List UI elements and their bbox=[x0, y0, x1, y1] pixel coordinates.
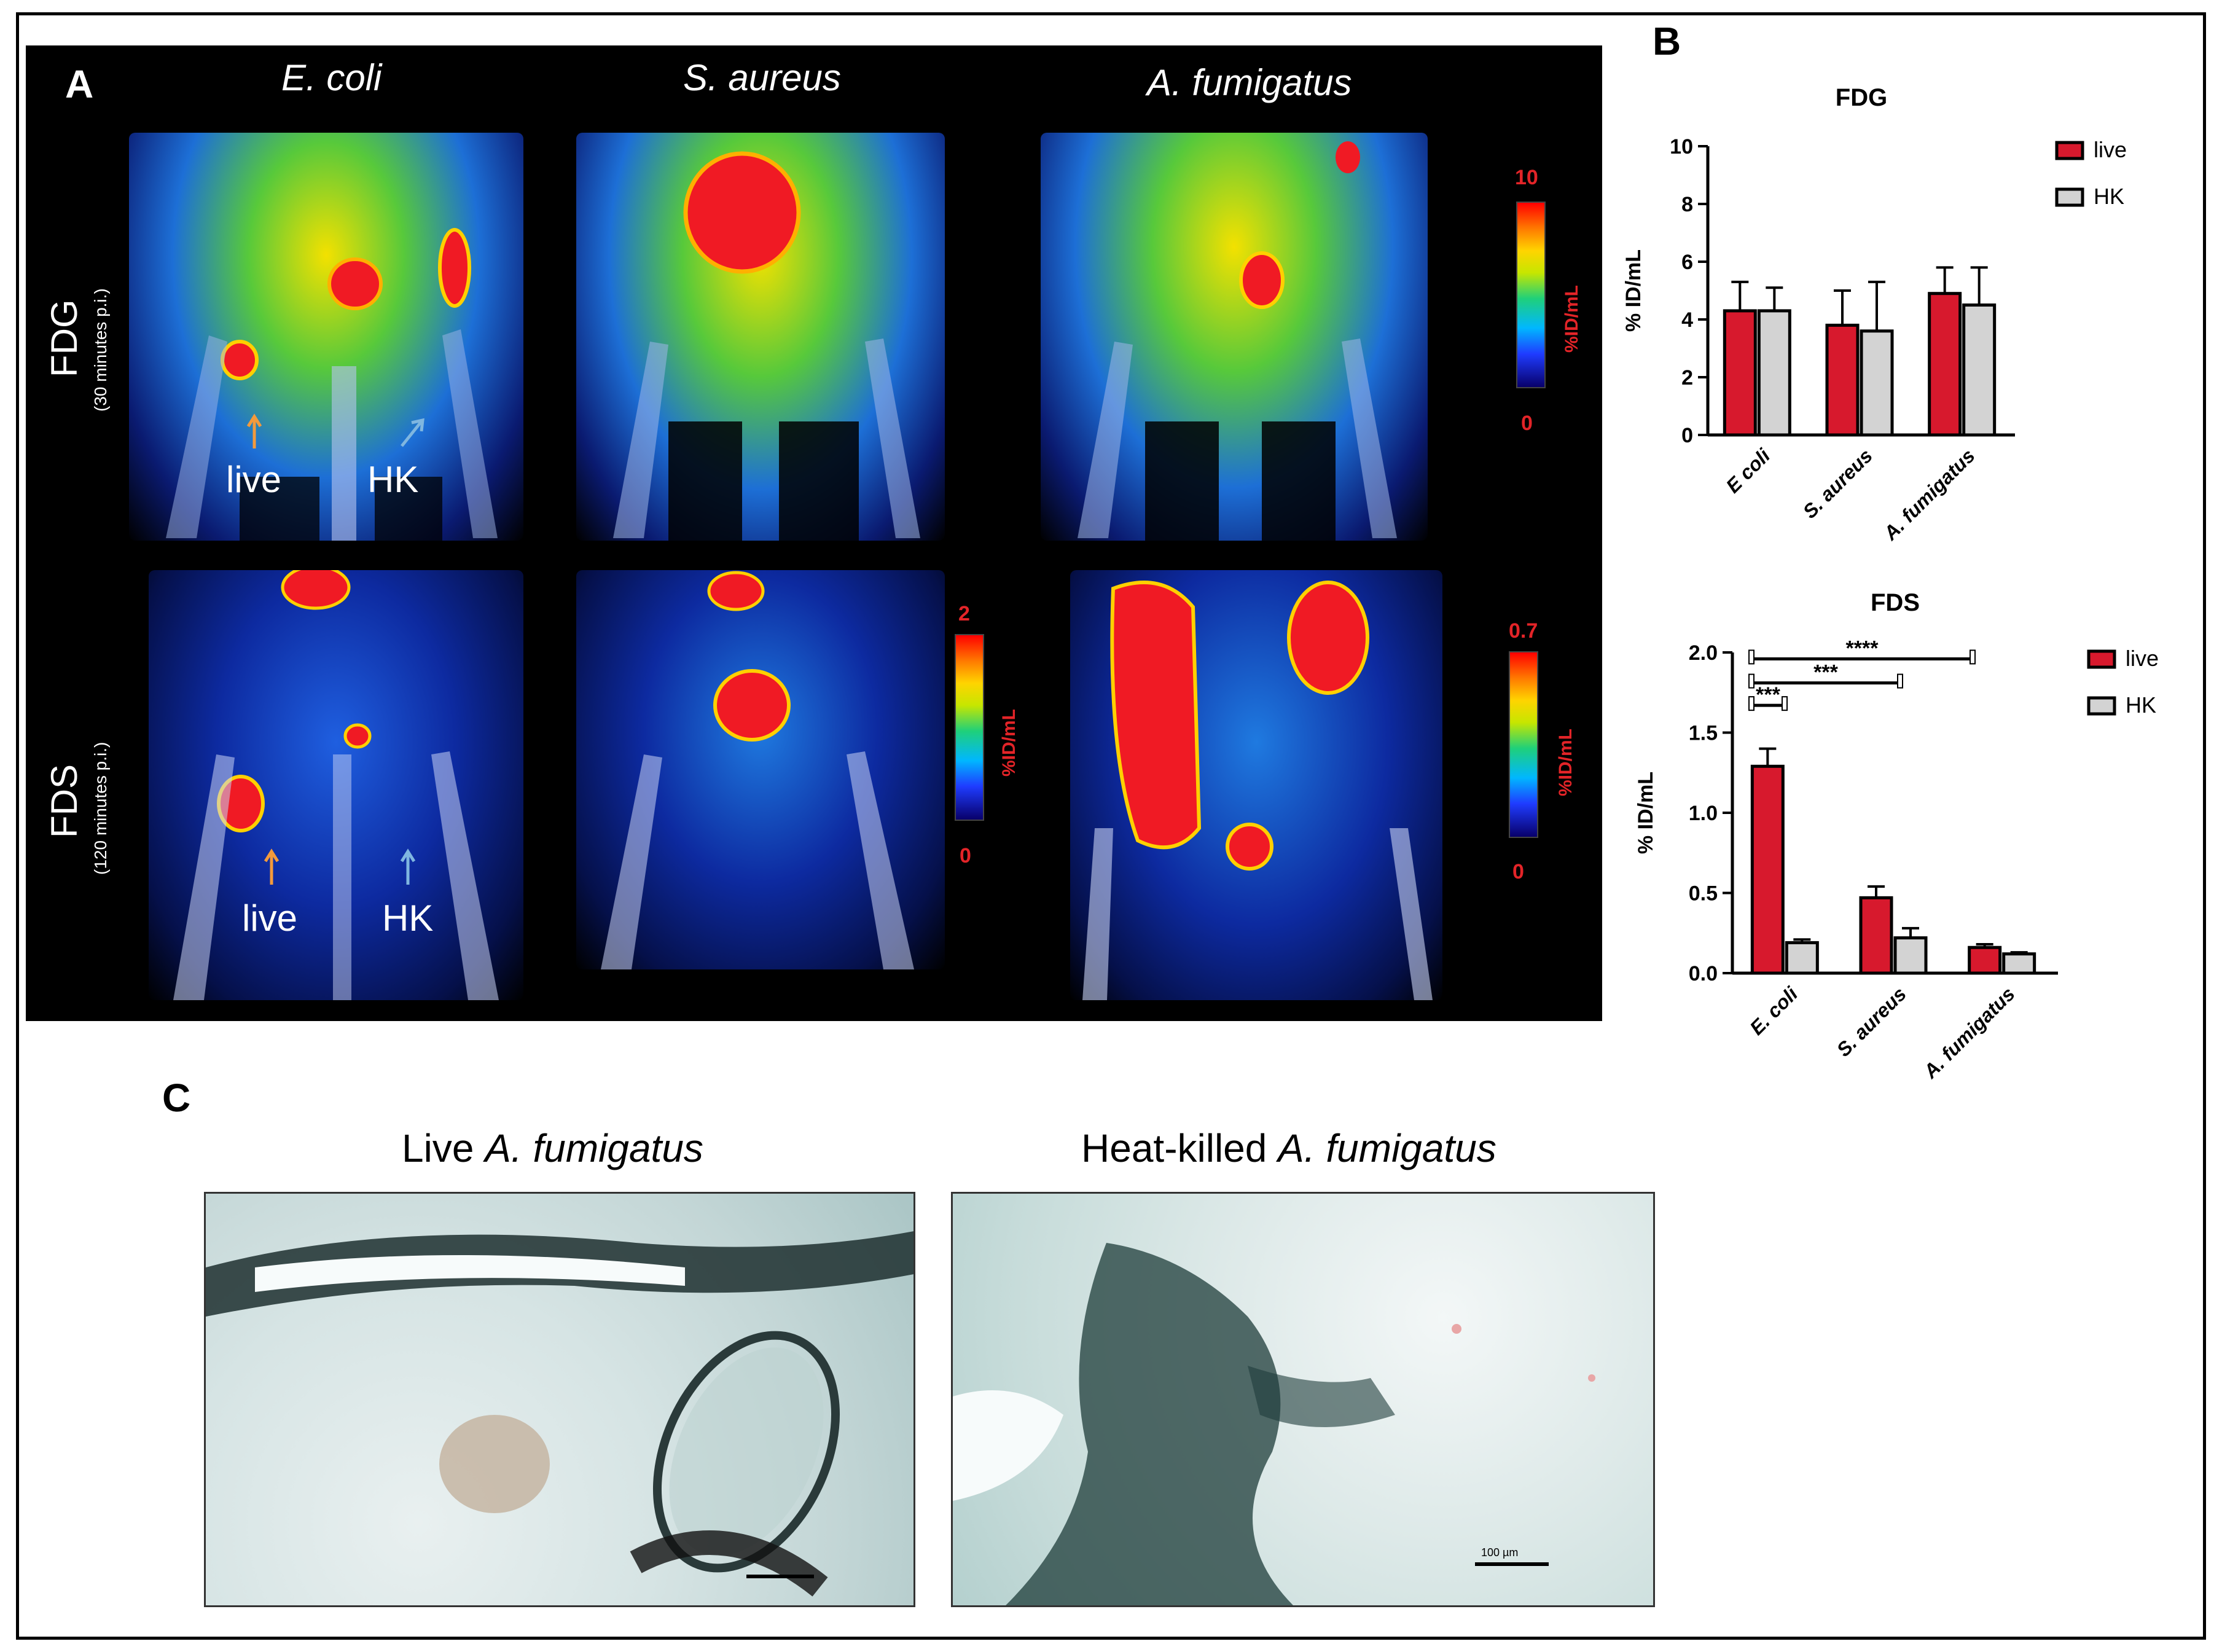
organism-label-ecoli: E. coli bbox=[281, 57, 382, 98]
label-live-fdg: live bbox=[226, 459, 282, 500]
chart1-ytick-label: 6 bbox=[1681, 251, 1693, 274]
panel-a-pet-images: A E. coli S. aureus A. fumigatus FDG (30… bbox=[26, 45, 1602, 1021]
histology-image-live bbox=[204, 1192, 915, 1607]
label-hk-fdg: HK bbox=[367, 459, 419, 500]
colorbar-fdg-max: 10 bbox=[1515, 166, 1538, 189]
pet-image-fdg-saureus bbox=[576, 133, 945, 541]
chart2-xtick-label: A. fumigatus bbox=[1919, 982, 2019, 1082]
chart2-legend-swatch-hk bbox=[2087, 696, 2116, 716]
title-hk-italic: A. fumigatus bbox=[1278, 1126, 1496, 1170]
chart2-ytick-label: 2.0 bbox=[1689, 641, 1718, 665]
colorbar-fds-afumigatus-unit: %ID/mL bbox=[1555, 728, 1576, 796]
chart2-significance-label: *** bbox=[1756, 683, 1780, 707]
chart2-ytick-label: 0.0 bbox=[1689, 962, 1718, 985]
chart1-bar-hk bbox=[1860, 329, 1894, 437]
colorbar-fdg bbox=[1516, 202, 1546, 388]
histology-image-hk: 100 µm bbox=[951, 1192, 1655, 1607]
scale-bar-label: 100 µm bbox=[1481, 1546, 1518, 1559]
chart2-bracket-cap bbox=[1897, 673, 1903, 689]
title-live-histology: Live A. fumigatus bbox=[402, 1125, 703, 1171]
chart1-legend-swatch-hk bbox=[2055, 187, 2084, 207]
chart2-bar-live bbox=[1968, 945, 2002, 975]
chart2-xtick-label: E. coli bbox=[1745, 982, 1802, 1039]
panel-b-letter: B bbox=[1653, 19, 1681, 63]
colorbar-fds-saureus bbox=[955, 634, 984, 821]
colorbar-fdg-min: 0 bbox=[1521, 412, 1533, 435]
chart1-xtick-label: A. fumigatus bbox=[1879, 444, 1979, 544]
title-live-italic: A. fumigatus bbox=[485, 1126, 703, 1170]
chart2-xtick-label: S. aureus bbox=[1833, 982, 1911, 1060]
chart2-ytick-label: 0.5 bbox=[1689, 882, 1718, 906]
chart1-xtick-label: E coli bbox=[1721, 444, 1775, 498]
chart2-bar-live bbox=[1859, 896, 1893, 975]
colorbar-fds-saureus-min: 0 bbox=[960, 844, 971, 867]
chart1-ytick-label: 2 bbox=[1681, 366, 1693, 390]
chart1-bar-live bbox=[1825, 323, 1860, 437]
arrow-overlay bbox=[246, 413, 424, 885]
chart1-bar-live bbox=[1928, 292, 1962, 437]
title-hk-histology: Heat-killed A. fumigatus bbox=[1081, 1125, 1496, 1171]
chart2-bracket-cap bbox=[1748, 696, 1755, 711]
pet-image-fds-saureus bbox=[576, 570, 945, 969]
chart1-legend-label-live: live bbox=[2094, 137, 2127, 162]
chart1-ylabel: % ID/mL bbox=[1622, 249, 1645, 332]
chart2-legend-label-hk: HK bbox=[2126, 692, 2156, 718]
label-live-fds: live bbox=[242, 898, 298, 939]
chart1-bar-live bbox=[1723, 309, 1757, 437]
chart2-significance-label: *** bbox=[1813, 661, 1838, 684]
colorbar-fds-afumigatus bbox=[1509, 651, 1538, 838]
chart1-bar-hk bbox=[1757, 309, 1791, 437]
chart2-ytick-label: 1.0 bbox=[1689, 802, 1718, 825]
chart1-ytick-label: 0 bbox=[1681, 424, 1693, 447]
chart2-bar-hk bbox=[1785, 941, 1819, 975]
chart2-legend-swatch-live bbox=[2087, 649, 2116, 669]
chart1-bar-hk bbox=[1962, 303, 1997, 437]
chart2-bracket-cap bbox=[1782, 696, 1788, 711]
organism-label-saureus: S. aureus bbox=[683, 57, 841, 98]
chart2-ytick-label: 1.5 bbox=[1689, 722, 1718, 745]
label-hk-fds: HK bbox=[382, 898, 434, 939]
chart1-ytick-label: 8 bbox=[1681, 193, 1693, 216]
chart2-significance-label: **** bbox=[1846, 636, 1879, 660]
chart1-ytick-label: 4 bbox=[1681, 308, 1693, 332]
chart1-legend-label-hk: HK bbox=[2094, 184, 2124, 209]
pet-image-fds-afumigatus bbox=[1070, 570, 1442, 1000]
colorbar-fds-saureus-unit: %ID/mL bbox=[999, 708, 1019, 777]
chart-fds: FDS 0.0 0.5 1.0 1.5 2.0 % ID/mL E. coli S. aureu… bbox=[1634, 589, 2159, 1083]
pet-image-fdg-afumigatus bbox=[1041, 133, 1428, 541]
chart2-bracket-cap bbox=[1970, 649, 1976, 665]
panel-a-letter: A bbox=[65, 62, 94, 106]
chart2-bracket-cap bbox=[1748, 673, 1755, 689]
figure-frame bbox=[16, 12, 2206, 1640]
chart2-ylabel: % ID/mL bbox=[1634, 772, 1657, 854]
chart2-title: FDS bbox=[1871, 589, 1920, 616]
chart2-bracket-cap bbox=[1748, 649, 1755, 665]
panel-c-letter: C bbox=[162, 1076, 191, 1120]
chart2-bar-hk bbox=[2002, 952, 2036, 975]
chart2-bar-live bbox=[1750, 764, 1785, 975]
colorbar-fds-afumigatus-min: 0 bbox=[1512, 860, 1524, 883]
title-hk-plain: Heat-killed bbox=[1081, 1126, 1278, 1170]
pet-image-fds-ecoli bbox=[149, 570, 523, 1000]
chart-fdg: FDG 0 2 4 6 8 10 % ID/mL E coli S. aureus A. fumig… bbox=[1622, 84, 2127, 545]
chart2-bar-hk bbox=[1893, 936, 1928, 975]
chart1-ytick-label: 10 bbox=[1670, 135, 1693, 159]
pet-image-fdg-ecoli bbox=[129, 133, 523, 541]
chart1-xtick-label: S. aureus bbox=[1799, 444, 1877, 522]
chart1-legend-swatch-live bbox=[2055, 141, 2084, 160]
colorbar-fdg-unit: %ID/mL bbox=[1562, 284, 1582, 353]
colorbar-fds-saureus-max: 2 bbox=[958, 602, 970, 625]
title-live-plain: Live bbox=[402, 1126, 485, 1170]
chart2-legend-label-live: live bbox=[2126, 646, 2159, 671]
colorbar-fds-afumigatus-max: 0.7 bbox=[1509, 619, 1538, 643]
organism-label-afumigatus: A. fumigatus bbox=[1147, 62, 1352, 103]
chart1-title: FDG bbox=[1836, 84, 1887, 111]
